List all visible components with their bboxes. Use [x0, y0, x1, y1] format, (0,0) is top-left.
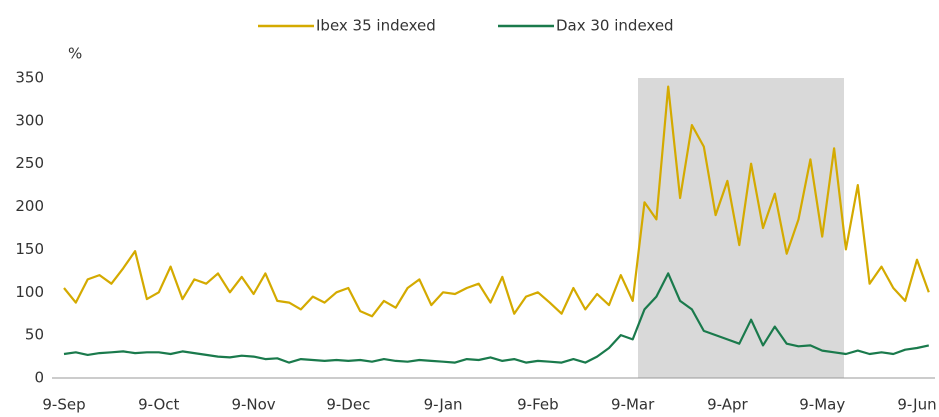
y-tick-label: 350 [15, 69, 44, 87]
x-tick-label: 9-Mar [611, 396, 655, 414]
y-tick-label: 100 [15, 283, 44, 301]
y-tick-label: 50 [25, 326, 44, 344]
y-tick-label: 0 [34, 369, 44, 387]
x-tick-label: 9-Apr [707, 396, 748, 414]
x-tick-label: 9-Feb [517, 396, 559, 414]
x-tick-label: 9-Jan [424, 396, 463, 414]
y-tick-label: 300 [15, 111, 44, 129]
y-tick-label: 250 [15, 154, 44, 172]
y-axis-label: % [68, 45, 82, 63]
x-tick-label: 9-Oct [138, 396, 179, 414]
y-tick-label: 150 [15, 240, 44, 258]
legend-label: Dax 30 indexed [556, 17, 674, 35]
y-tick-label: 200 [15, 197, 44, 215]
x-tick-label: 9-Sep [42, 396, 85, 414]
legend-label: Ibex 35 indexed [316, 17, 436, 35]
x-tick-label: 9-May [799, 396, 845, 414]
line-series [63, 85, 930, 318]
x-tick-label: 9-Dec [326, 396, 370, 414]
x-tick-label: 9-Nov [231, 396, 275, 414]
line-series [63, 272, 930, 364]
x-tick-label: 9-Jun [897, 396, 936, 414]
